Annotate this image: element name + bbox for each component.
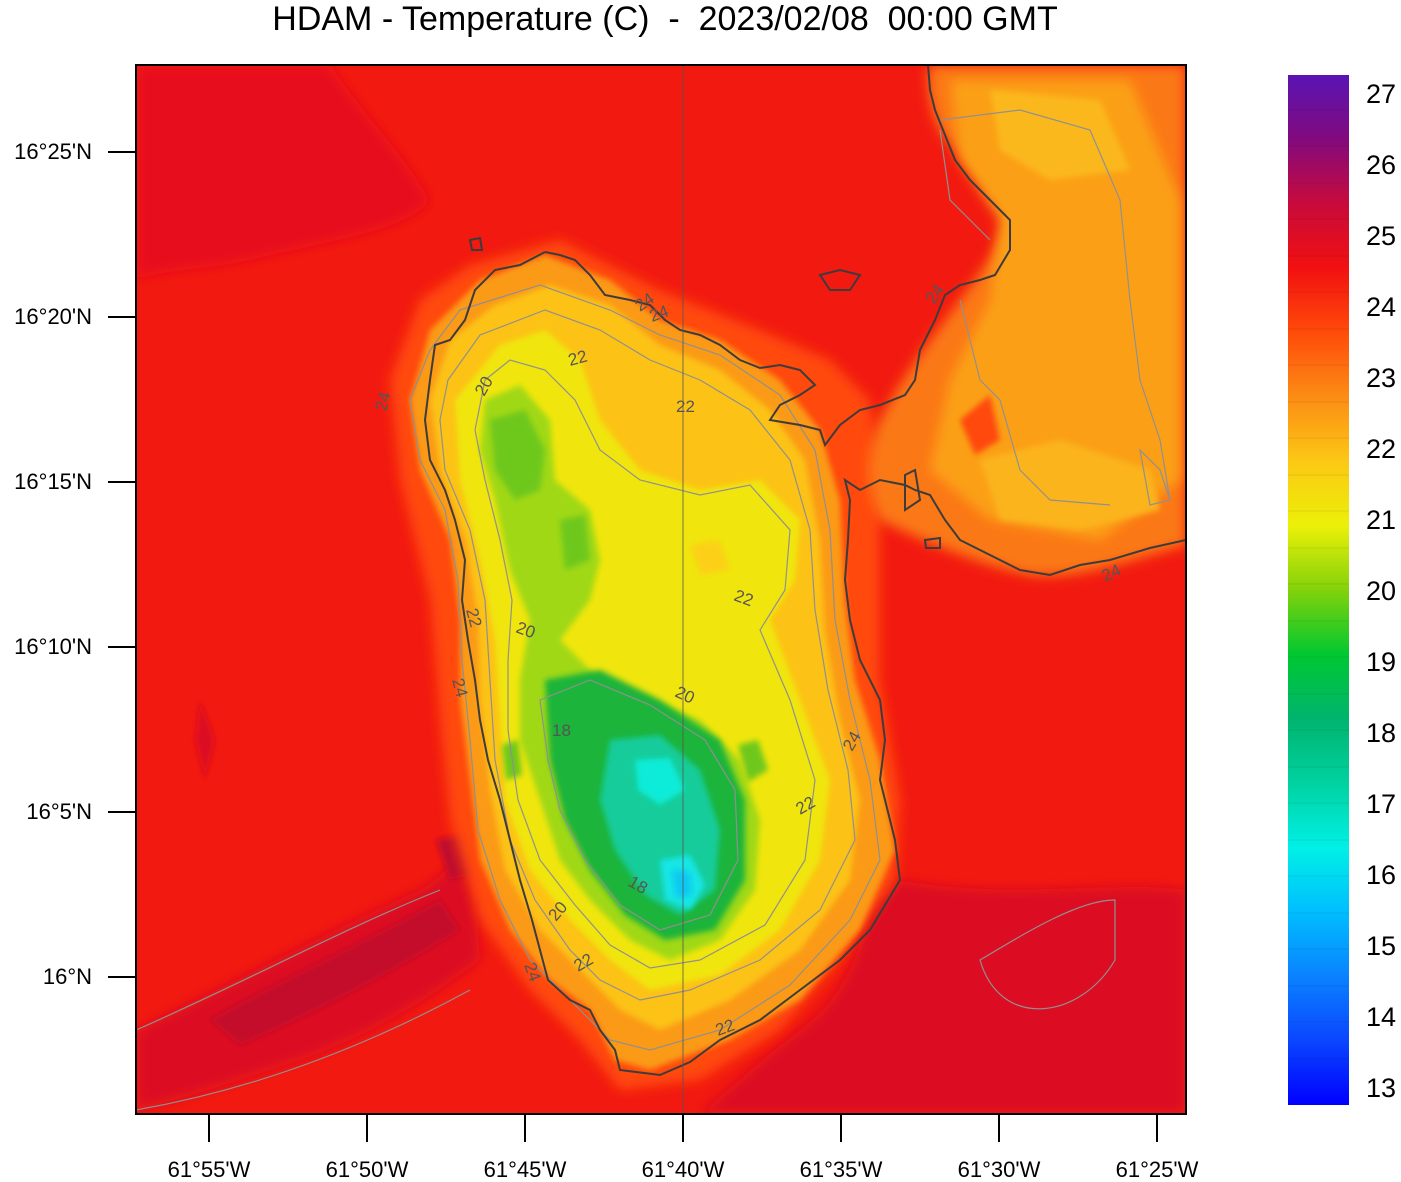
colorbar-label: 13 xyxy=(1366,1073,1397,1103)
latitude-label: 16°15'N xyxy=(14,469,92,494)
grande-terre-north-cool xyxy=(990,90,1130,180)
warm-sea-northwest xyxy=(136,65,430,280)
latitude-label: 16°N xyxy=(42,964,92,989)
contour-label: 22 xyxy=(676,397,695,416)
contour-label: 22 xyxy=(462,606,485,629)
longitude-label: 61°30'W xyxy=(957,1157,1041,1182)
warm-sea-streak xyxy=(195,700,215,780)
colorbar-label: 20 xyxy=(1366,576,1397,606)
colorbar-label: 22 xyxy=(1366,434,1397,464)
colorbar-label: 19 xyxy=(1366,647,1397,677)
colorbar-label: 24 xyxy=(1366,292,1397,322)
colorbar-label: 15 xyxy=(1366,931,1397,961)
contour-lines xyxy=(136,109,1171,1111)
colorbar-label: 16 xyxy=(1366,860,1397,890)
longitude-label: 61°55'W xyxy=(167,1157,251,1182)
colorbar-bands xyxy=(1288,109,1349,1060)
latitude-label: 16°10'N xyxy=(14,634,92,659)
colorbar-label: 18 xyxy=(1366,718,1397,748)
colorbar-label: 14 xyxy=(1366,1002,1397,1032)
axis-ticks xyxy=(108,151,1158,1142)
upland-warm-spot xyxy=(690,540,730,575)
grande-terre-south-cool xyxy=(980,440,1160,530)
longitude-label: 61°25'W xyxy=(1115,1157,1199,1182)
northern-summit xyxy=(490,410,545,500)
colorbar-label: 27 xyxy=(1366,79,1397,109)
latitude-label: 16°5'N xyxy=(26,799,92,824)
map-title: HDAM - Temperature (C) - 2023/02/08 00:0… xyxy=(272,0,1058,38)
map-frame xyxy=(135,64,1187,1115)
central-ridge xyxy=(560,515,590,570)
longitude-label: 61°35'W xyxy=(799,1157,883,1182)
warm-sea-southwest xyxy=(136,800,480,1110)
colorbar-label: 23 xyxy=(1366,363,1397,393)
coastline xyxy=(423,65,1186,1077)
contour-label: 24 xyxy=(448,676,471,699)
cool-spot-north xyxy=(635,758,685,805)
longitude-label: 61°45'W xyxy=(483,1157,567,1182)
colorbar-label: 25 xyxy=(1366,221,1397,251)
colorbar xyxy=(1288,75,1349,1105)
contour-label: 24 xyxy=(372,390,395,413)
longitude-label: 61°50'W xyxy=(325,1157,409,1182)
contour-label: 18 xyxy=(552,721,571,740)
grande-terre-warm-spot xyxy=(960,395,1000,455)
latitude-label: 16°20'N xyxy=(14,304,92,329)
contour-label: 22 xyxy=(566,347,589,370)
longitude-label: 61°40'W xyxy=(641,1157,725,1182)
colorbar-label: 26 xyxy=(1366,150,1397,180)
east-hill xyxy=(738,740,768,782)
colorbar-label: 17 xyxy=(1366,789,1397,819)
map-field xyxy=(136,65,1186,1114)
warm-sea-southeast xyxy=(700,880,1186,1114)
warmest-sea-band xyxy=(210,900,460,1045)
latitude-label: 16°25'N xyxy=(14,139,92,164)
colorbar-label: 21 xyxy=(1366,505,1397,535)
soufriere-summit xyxy=(672,870,692,898)
